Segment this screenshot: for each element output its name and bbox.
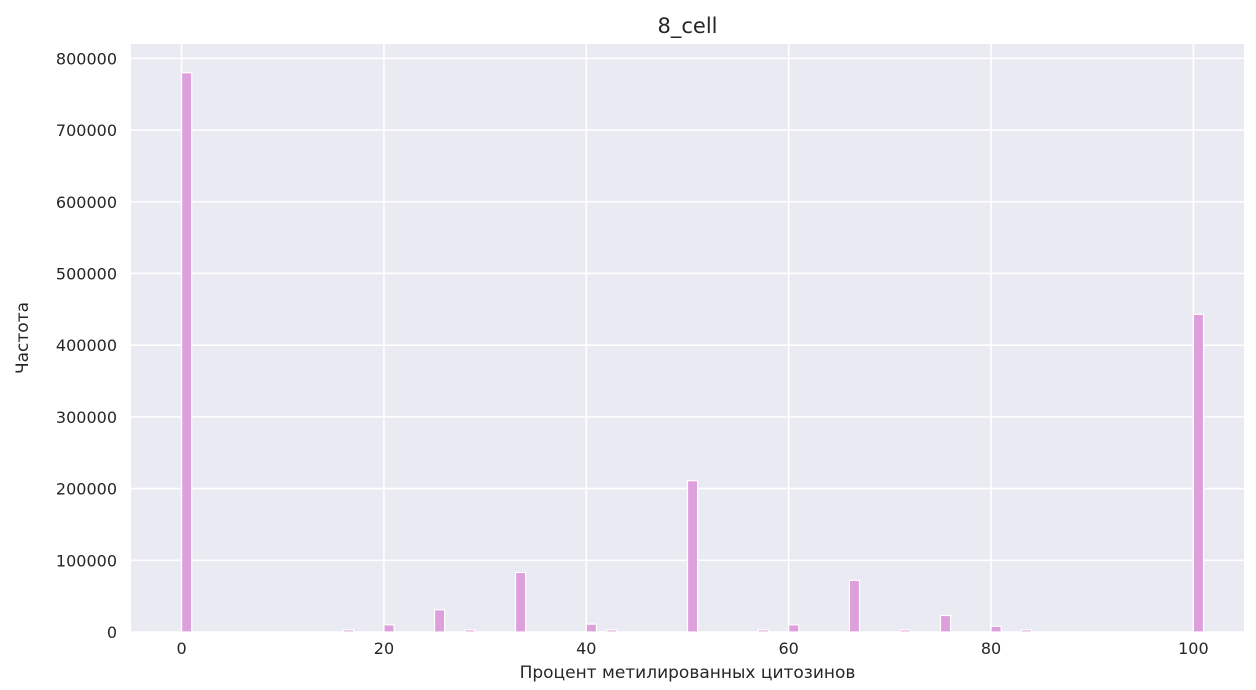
histogram-bar — [514, 571, 527, 633]
histogram-bar — [383, 624, 395, 633]
histogram-bar — [899, 629, 911, 633]
x-tick-label: 80 — [981, 639, 1001, 658]
histogram-bar — [788, 624, 800, 633]
y-tick-label: 800000 — [56, 49, 117, 68]
bars — [180, 72, 1205, 633]
y-tick-label: 100000 — [56, 551, 117, 570]
histogram-bar — [848, 579, 861, 633]
histogram-bar — [605, 629, 618, 633]
histogram-bar — [1192, 313, 1205, 633]
histogram-bar — [990, 625, 1002, 633]
y-tick-label: 600000 — [56, 193, 117, 212]
x-tick-label: 20 — [374, 639, 394, 658]
histogram-bar — [939, 614, 952, 633]
x-tick-label: 100 — [1178, 639, 1209, 658]
x-axis-tick-labels: 0 20 40 60 80 100 — [176, 639, 1208, 658]
y-tick-label: 200000 — [56, 480, 117, 499]
y-tick-label: 300000 — [56, 408, 117, 427]
y-axis-label: Частота — [13, 302, 33, 374]
histogram-bar — [1020, 629, 1033, 633]
histogram-bar — [757, 629, 770, 633]
histogram-bar — [585, 623, 598, 633]
y-axis-tick-labels: 0 100000 200000 300000 400000 500000 600000 700… — [56, 49, 117, 642]
x-tick-label: 40 — [576, 639, 596, 658]
y-tick-label: 700000 — [56, 121, 117, 140]
histogram-bar — [433, 609, 446, 633]
histogram-bar — [180, 72, 193, 633]
y-tick-label: 0 — [107, 623, 117, 642]
histogram-bar — [464, 629, 476, 633]
histogram-bar — [686, 480, 699, 633]
histogram-bar — [342, 629, 355, 633]
y-tick-label: 400000 — [56, 336, 117, 355]
x-axis-label: Процент метилированных цитозинов — [520, 663, 856, 683]
y-tick-label: 500000 — [56, 264, 117, 283]
chart-title: 8_cell — [658, 14, 718, 39]
x-tick-label: 0 — [176, 639, 186, 658]
grid-lines — [131, 44, 1244, 633]
x-tick-label: 60 — [779, 639, 799, 658]
